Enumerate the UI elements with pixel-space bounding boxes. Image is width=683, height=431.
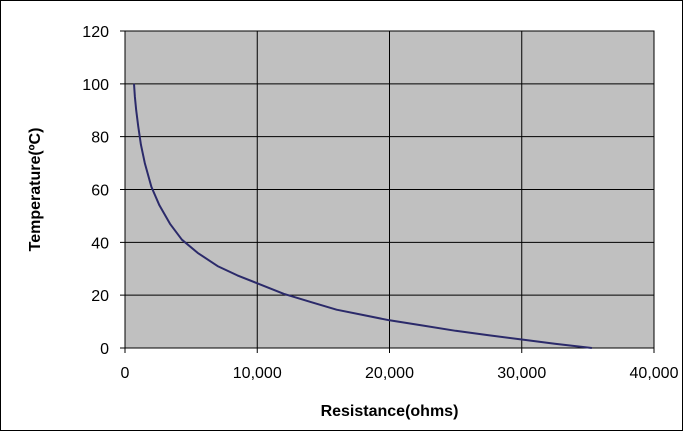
y-tick-label: 40 xyxy=(91,235,109,252)
x-tick-label: 0 xyxy=(121,365,130,382)
y-tick-label: 120 xyxy=(82,24,109,41)
grid xyxy=(120,30,655,353)
x-axis-title: Resistance(ohms) xyxy=(321,403,459,420)
y-tick-label: 20 xyxy=(91,288,109,305)
y-tick-label: 0 xyxy=(100,341,109,358)
series-line xyxy=(133,83,592,349)
x-tick-label: 20,000 xyxy=(365,365,414,382)
y-tick-label: 100 xyxy=(82,77,109,94)
x-tick-label: 30,000 xyxy=(497,365,546,382)
y-tick-label: 80 xyxy=(91,130,109,147)
y-tick-label: 60 xyxy=(91,183,109,200)
x-tick-label: 10,000 xyxy=(233,365,282,382)
tick-labels: 0 20 40 60 80 100 120 0 10,000 20,000 30,000 40,000 xyxy=(82,24,678,382)
y-axis-title: Temperature(ºC) xyxy=(27,128,44,252)
x-tick-label: 40,000 xyxy=(630,365,679,382)
